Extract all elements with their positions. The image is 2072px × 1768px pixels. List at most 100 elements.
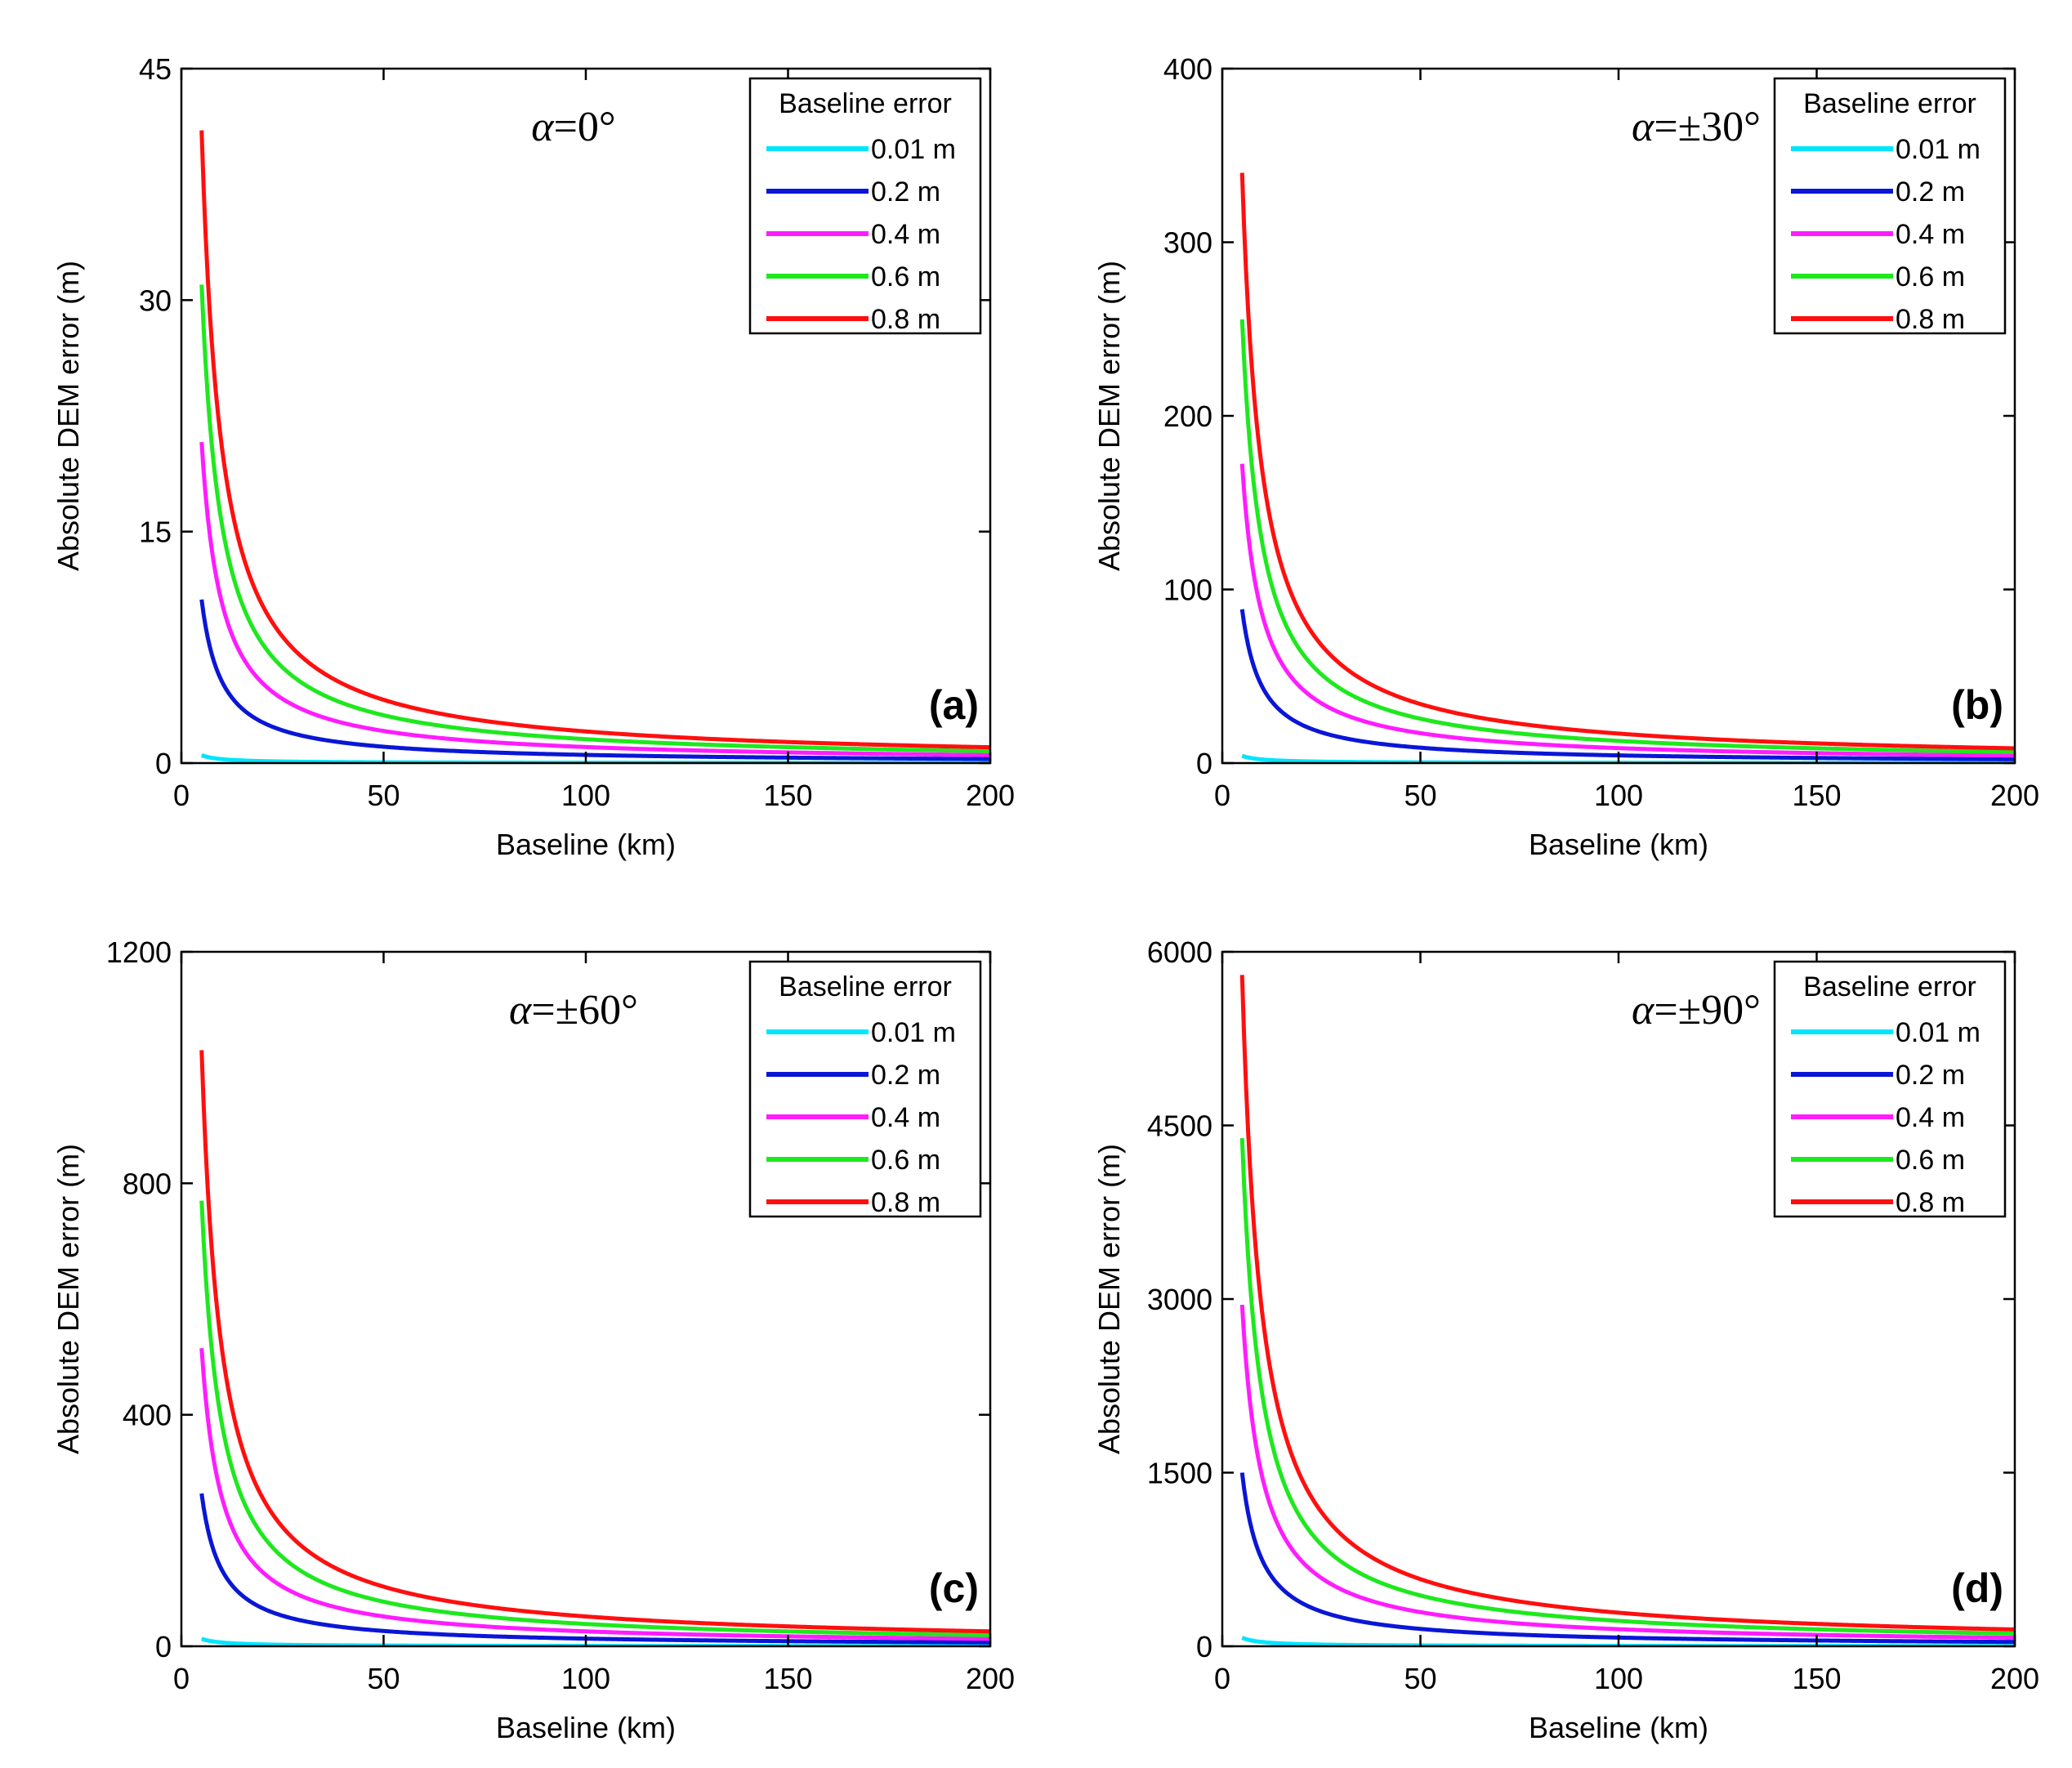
legend: Baseline error 0.01 m 0.2 m 0.4 m 0.6 m 0.8 m xyxy=(1773,77,2007,335)
legend-entry-2: 0.4 m xyxy=(1896,1102,1965,1133)
legend-entry-4: 0.8 m xyxy=(1896,1187,1965,1218)
series-line-1 xyxy=(199,599,990,761)
y-tick-label: 800 xyxy=(123,1167,172,1200)
legend-box xyxy=(748,960,982,1218)
y-axis-label: Absolute DEM error (m) xyxy=(1092,261,1126,571)
x-tick-label: 150 xyxy=(763,1662,812,1695)
y-tick-label: 30 xyxy=(139,284,172,317)
x-tick-label: 100 xyxy=(561,1662,610,1695)
legend: Baseline error 0.01 m 0.2 m 0.4 m 0.6 m 0.8 m xyxy=(748,77,982,335)
legend-title: Baseline error xyxy=(779,971,952,1002)
x-tick-label: 50 xyxy=(1404,779,1436,812)
series-line-3 xyxy=(199,284,990,753)
series-line-1 xyxy=(1239,1472,2015,1645)
x-tick-label: 0 xyxy=(173,779,190,812)
alpha-annotation: α=±60° xyxy=(509,987,638,1034)
alpha-symbol: α xyxy=(1632,987,1655,1034)
y-axis-label: Absolute DEM error (m) xyxy=(51,261,85,571)
legend-entry-2: 0.4 m xyxy=(871,1102,940,1133)
x-tick-label: 150 xyxy=(1792,1662,1841,1695)
series-line-3 xyxy=(1239,1137,2015,1636)
legend-box xyxy=(748,77,982,335)
y-tick-label: 100 xyxy=(1163,574,1212,607)
x-tick-label: 50 xyxy=(367,779,400,812)
y-tick-label: 15 xyxy=(139,516,172,549)
legend-entry-3: 0.6 m xyxy=(871,1145,940,1176)
chart-panel-a: 0 50 100 150 200 0 15 30 45 Baseline (km) Absolute… xyxy=(51,52,1015,861)
alpha-symbol: α xyxy=(509,987,533,1034)
legend-entry-4: 0.8 m xyxy=(1896,304,1965,335)
alpha-symbol: α xyxy=(531,104,555,150)
legend-entry-0: 0.01 m xyxy=(1896,134,1980,165)
legend-entry-1: 0.2 m xyxy=(1896,176,1965,208)
y-tick-label: 6000 xyxy=(1147,935,1212,969)
x-tick-label: 150 xyxy=(1792,779,1841,812)
x-tick-label: 0 xyxy=(173,1662,190,1695)
legend-title: Baseline error xyxy=(779,88,952,119)
y-tick-label: 400 xyxy=(123,1399,172,1432)
y-tick-label: 1500 xyxy=(1147,1457,1212,1490)
x-tick-label: 150 xyxy=(763,779,812,812)
alpha-annotation: α=±90° xyxy=(1632,987,1761,1034)
chart-panel-d: 0 50 100 150 200 0 1500 3000 4500 6000 Baseline (k… xyxy=(1092,935,2039,1744)
legend-entry-1: 0.2 m xyxy=(871,176,940,208)
alpha-value: =0° xyxy=(554,104,616,150)
x-tick-label: 200 xyxy=(966,1662,1015,1695)
x-tick-label: 200 xyxy=(1990,779,2039,812)
legend: Baseline error 0.01 m 0.2 m 0.4 m 0.6 m 0.8 m xyxy=(1773,960,2007,1218)
x-tick-label: 200 xyxy=(966,779,1015,812)
alpha-symbol: α xyxy=(1632,104,1655,150)
legend-entry-4: 0.8 m xyxy=(871,304,940,335)
alpha-value: =±30° xyxy=(1654,104,1761,150)
legend-entry-0: 0.01 m xyxy=(871,1017,956,1048)
series-line-3 xyxy=(1239,319,2015,754)
y-tick-label: 300 xyxy=(1163,226,1212,260)
panel-label: (c) xyxy=(929,1565,979,1611)
y-tick-label: 200 xyxy=(1163,400,1212,433)
x-tick-label: 100 xyxy=(1594,1662,1643,1695)
legend-entry-1: 0.2 m xyxy=(871,1060,940,1091)
y-tick-label: 45 xyxy=(139,52,172,86)
series-lines xyxy=(1239,172,2015,763)
chart-panel-c: 0 50 100 150 200 0 400 800 1200 Baseline (km) Abso… xyxy=(51,935,1015,1744)
series-line-2 xyxy=(1239,463,2015,758)
x-tick-label: 0 xyxy=(1214,1662,1230,1695)
legend-entry-3: 0.6 m xyxy=(1896,261,1965,292)
x-axis-label: Baseline (km) xyxy=(1529,828,1708,861)
y-axis-label: Absolute DEM error (m) xyxy=(1092,1144,1126,1454)
y-tick-label: 0 xyxy=(1196,747,1212,780)
series-line-3 xyxy=(199,1200,990,1637)
x-tick-label: 100 xyxy=(561,779,610,812)
legend-entry-2: 0.4 m xyxy=(871,219,940,250)
x-tick-label: 0 xyxy=(1214,779,1230,812)
alpha-value: =±60° xyxy=(531,987,638,1034)
x-tick-label: 50 xyxy=(1404,1662,1436,1695)
series-line-4 xyxy=(199,130,990,750)
y-tick-label: 1200 xyxy=(106,935,172,969)
series-line-4 xyxy=(1239,975,2015,1632)
alpha-annotation: α=0° xyxy=(531,104,615,150)
y-tick-label: 0 xyxy=(1196,1630,1212,1663)
y-axis-label: Absolute DEM error (m) xyxy=(51,1144,85,1454)
y-tick-label: 0 xyxy=(155,747,172,780)
legend-entry-4: 0.8 m xyxy=(871,1187,940,1218)
x-tick-label: 200 xyxy=(1990,1662,2039,1695)
legend-entry-0: 0.01 m xyxy=(871,134,956,165)
series-line-1 xyxy=(1239,609,2015,761)
panel-label: (a) xyxy=(929,682,979,728)
alpha-annotation: α=±30° xyxy=(1632,104,1761,150)
legend-entry-0: 0.01 m xyxy=(1896,1017,1980,1048)
chart-panel-b: 0 50 100 150 200 0 100 200 300 400 Baseline (km) Ab… xyxy=(1092,52,2039,861)
x-axis-label: Baseline (km) xyxy=(496,1711,676,1744)
series-line-2 xyxy=(1239,1304,2015,1641)
series-line-4 xyxy=(199,1050,990,1634)
legend-box xyxy=(1773,960,2007,1218)
legend-entry-1: 0.2 m xyxy=(1896,1060,1965,1091)
y-tick-label: 0 xyxy=(155,1630,172,1663)
legend-entry-3: 0.6 m xyxy=(871,261,940,292)
series-line-4 xyxy=(1239,172,2015,751)
y-tick-label: 4500 xyxy=(1147,1109,1212,1143)
series-line-1 xyxy=(199,1493,990,1645)
alpha-value: =±90° xyxy=(1654,987,1761,1034)
